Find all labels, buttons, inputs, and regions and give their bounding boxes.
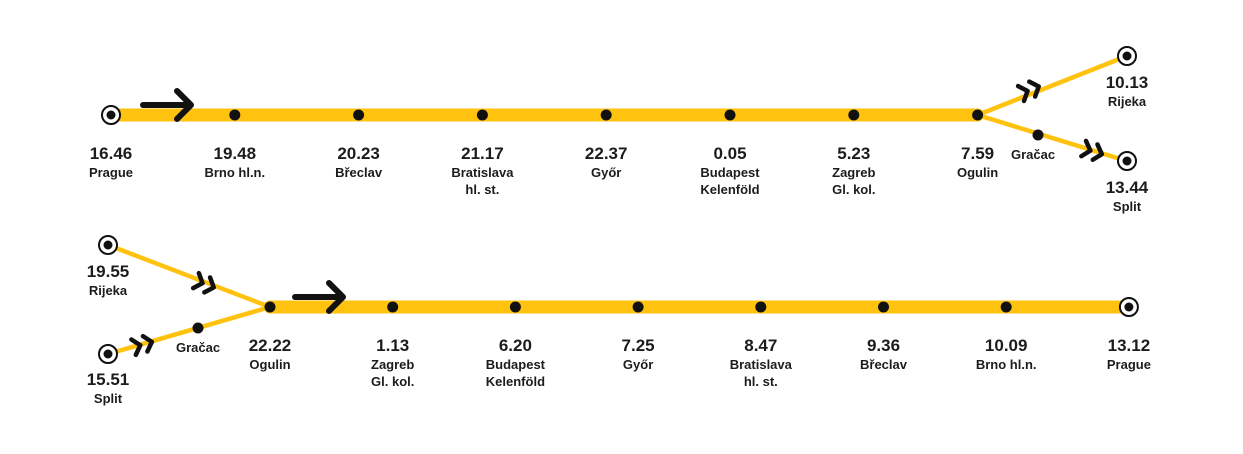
- route1-branch-split-chevron-stroke: [1079, 138, 1093, 159]
- route2-station-6-time: 10.09: [985, 336, 1028, 355]
- route1-station-2-marker: [353, 109, 365, 121]
- route1-station-4-time: 22.37: [585, 144, 628, 163]
- route2-station-4-name: Bratislava: [730, 357, 793, 372]
- route1-station-0-name: Prague: [89, 165, 133, 180]
- route2-station-5-time: 9.36: [867, 336, 900, 355]
- route1-station-5-name: Kelenföld: [700, 182, 759, 197]
- route2-station-1-time: 1.13: [376, 336, 409, 355]
- route2-branch-rijeka-chevron: [190, 270, 216, 295]
- route1-branch-split-chevron: [1079, 138, 1105, 163]
- route1-station-7-marker: [972, 109, 984, 121]
- route1-station-6-name: Gl. kol.: [832, 182, 875, 197]
- route1-station-5-marker: [724, 109, 736, 121]
- route1-station-6-name: Zagreb: [832, 165, 875, 180]
- route2-rijeka-marker-center: [103, 240, 113, 250]
- route1-station-0-marker-center: [106, 110, 116, 120]
- route2-split-time: 15.51: [87, 370, 130, 389]
- route2-gracac-name: Gračac: [176, 340, 220, 355]
- route1-station-2-name: Břeclav: [335, 165, 383, 180]
- route2-split-marker-center: [103, 349, 113, 359]
- route1-split-name: Split: [1113, 199, 1142, 214]
- route1-branch-split-chevron-stroke: [1090, 142, 1105, 163]
- route2-station-0-name: Ogulin: [249, 357, 290, 372]
- route2-direction-arrow: [292, 280, 346, 314]
- route1-station-1-marker: [229, 109, 241, 121]
- route2-gracac-marker: [192, 322, 204, 334]
- route1-station-3-name: Bratislava: [451, 165, 514, 180]
- route2-station-3-marker: [632, 301, 644, 313]
- route2-station-5-name: Břeclav: [860, 357, 908, 372]
- route2-station-7-time: 13.12: [1108, 336, 1151, 355]
- route2-branch-split-chevron: [129, 333, 155, 358]
- route2-station-5-marker: [878, 301, 889, 313]
- route1-station-2-time: 20.23: [337, 144, 380, 163]
- route2-station-1-name: Gl. kol.: [371, 374, 414, 389]
- route1-split-time: 13.44: [1106, 178, 1149, 197]
- route2-station-2-name: Budapest: [486, 357, 546, 372]
- route1-rijeka-marker-center: [1122, 51, 1132, 61]
- route2-station-7-marker-center: [1124, 302, 1134, 312]
- route1-branch-rijeka-chevron-stroke: [1027, 79, 1041, 99]
- route2-rijeka-name: Rijeka: [89, 283, 128, 298]
- route1-station-5-name: Budapest: [700, 165, 760, 180]
- route1-rijeka-time: 10.13: [1106, 73, 1149, 92]
- route1-station-4-marker: [600, 109, 612, 121]
- route2-station-7-name: Prague: [1107, 357, 1151, 372]
- route2-station-6-name: Brno hl.n.: [976, 357, 1037, 372]
- route2-station-2-marker: [509, 301, 521, 313]
- route1-station-6-time: 5.23: [837, 144, 870, 163]
- route1-direction-arrow: [140, 88, 194, 122]
- route1-station-5-time: 0.05: [713, 144, 746, 163]
- route1-station-1-time: 19.48: [214, 144, 257, 163]
- route2-branch-rijeka-line: [105, 242, 273, 310]
- route1-station-0-time: 16.46: [90, 144, 133, 163]
- route1-station-3-marker: [476, 109, 488, 121]
- route1-branch-rijeka-chevron-stroke: [1015, 83, 1030, 104]
- route2-station-2-name: Kelenföld: [486, 374, 545, 389]
- route1-branch-rijeka-chevron: [1015, 79, 1041, 104]
- route2-station-0-time: 22.22: [249, 336, 292, 355]
- route1-station-6-marker: [848, 109, 860, 121]
- route2-station-3-name: Győr: [623, 357, 653, 372]
- route2-station-4-time: 8.47: [744, 336, 777, 355]
- route2-station-1-marker: [387, 301, 399, 313]
- route2-station-2-time: 6.20: [499, 336, 532, 355]
- route2-station-1-name: Zagreb: [371, 357, 414, 372]
- route1-branch-rijeka-line: [975, 53, 1130, 118]
- route2-branch-rijeka-chevron-stroke: [190, 270, 205, 291]
- route2-branch-split-line: [105, 304, 273, 357]
- route2-station-4-marker: [755, 301, 767, 313]
- route2-branch-split-chevron-stroke: [140, 333, 155, 354]
- route1-split-marker-center: [1122, 156, 1132, 166]
- route2-branch-split-chevron-stroke: [129, 337, 143, 358]
- route2-split-name: Split: [94, 391, 123, 406]
- route1-station-3-name: hl. st.: [465, 182, 499, 197]
- route1-station-3-time: 21.17: [461, 144, 504, 163]
- route2-branch-rijeka-chevron-stroke: [202, 275, 216, 295]
- route1-station-7-name: Ogulin: [957, 165, 998, 180]
- route1-station-7-time: 7.59: [961, 144, 994, 163]
- route1-gracac-marker: [1032, 129, 1044, 141]
- route2-rijeka-time: 19.55: [87, 262, 130, 281]
- route2-station-0-marker: [264, 301, 276, 313]
- route2-station-4-name: hl. st.: [744, 374, 778, 389]
- route1-rijeka-name: Rijeka: [1108, 94, 1147, 109]
- route1-station-4-name: Győr: [591, 165, 621, 180]
- route2-station-3-time: 7.25: [622, 336, 655, 355]
- route1-station-1-name: Brno hl.n.: [204, 165, 265, 180]
- route1-gracac-name: Gračac: [1011, 147, 1055, 162]
- route2-station-6-marker: [1000, 301, 1012, 313]
